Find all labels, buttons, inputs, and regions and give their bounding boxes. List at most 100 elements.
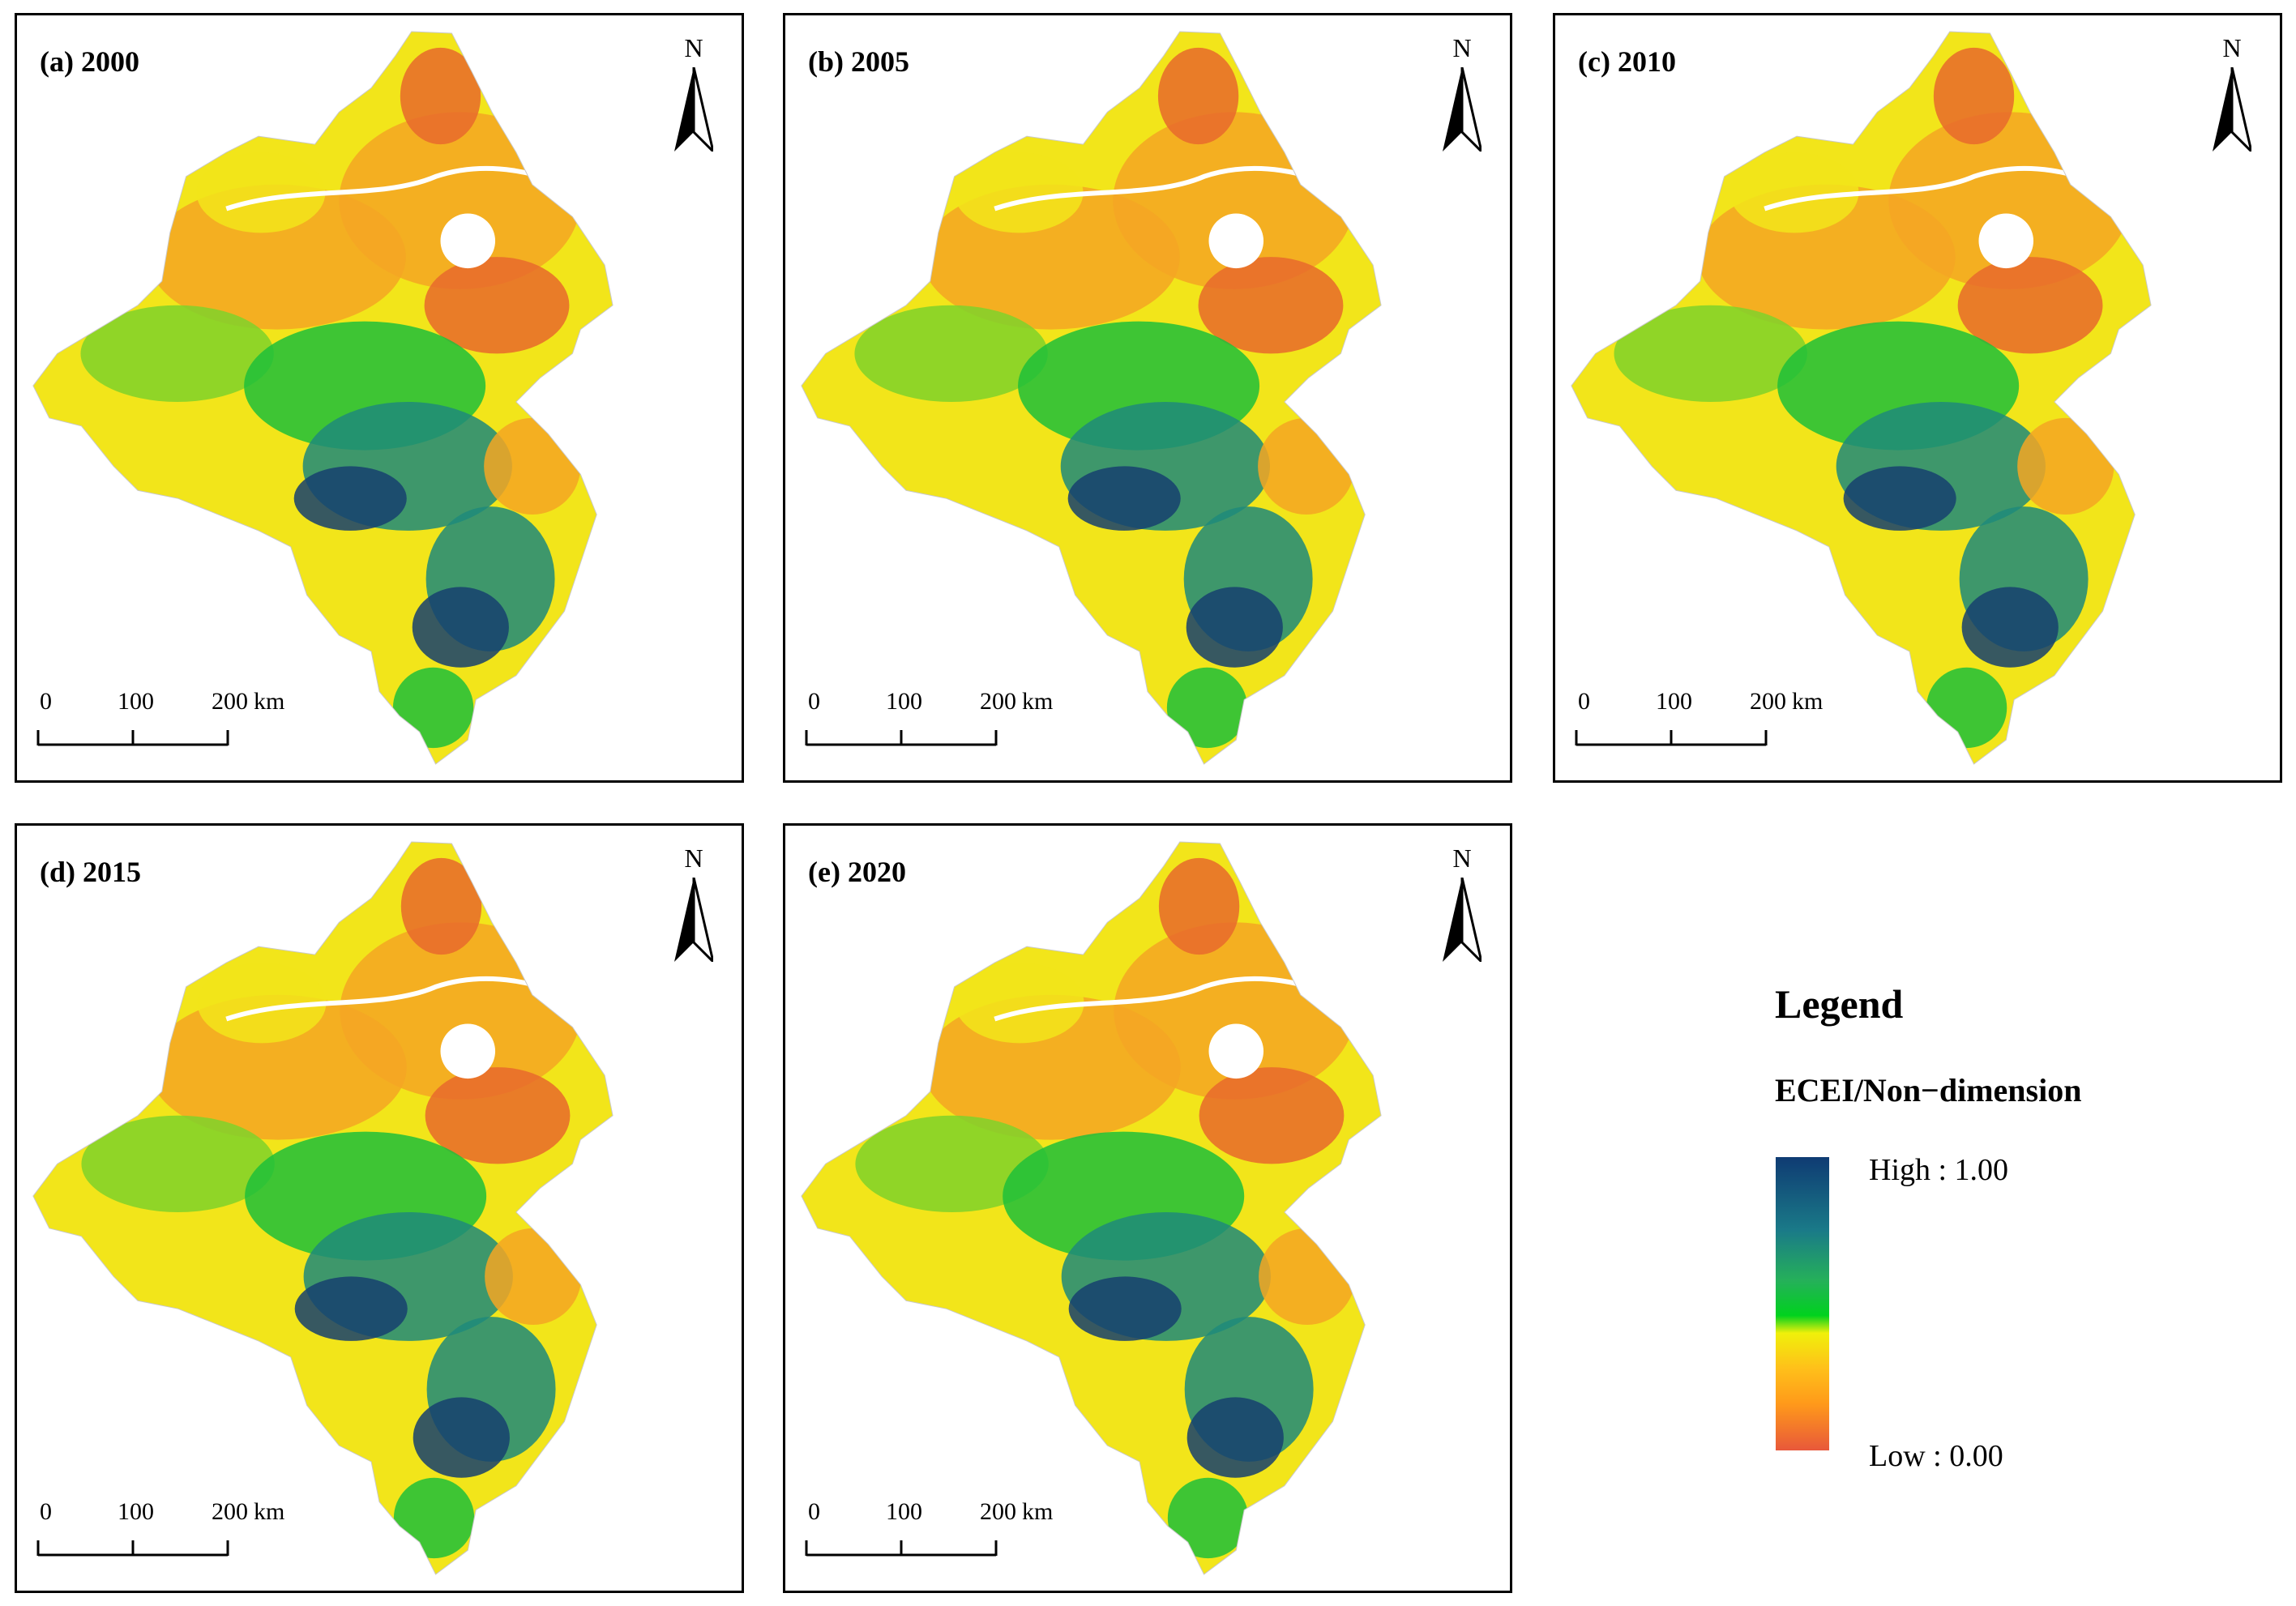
region-outline <box>32 841 614 1575</box>
ecei-zone <box>400 857 482 955</box>
scale-tick-100: 100 <box>1656 688 1692 715</box>
lake <box>440 213 496 269</box>
map-panel-2005: (b) 2005 N 0 100 200 km <box>783 13 1512 783</box>
legend-color-ramp <box>1776 1157 1829 1450</box>
north-arrow: N <box>669 33 718 155</box>
ecei-zone <box>1158 857 1240 955</box>
ecei-zone <box>1186 1397 1284 1478</box>
scale-bar-line <box>36 730 229 746</box>
ecei-zone <box>1926 667 2007 749</box>
north-arrow: N <box>669 844 718 965</box>
river <box>225 165 598 211</box>
scale-bar-line <box>36 1540 229 1557</box>
ecei-zone <box>954 152 1084 233</box>
north-letter: N <box>684 844 703 873</box>
map-raster <box>32 32 614 764</box>
scale-unit: km <box>1022 1498 1054 1525</box>
ecei-zone <box>293 466 407 531</box>
ecei-zone <box>1258 417 1355 515</box>
scale-tick-100: 100 <box>886 1498 922 1525</box>
river <box>994 976 1366 1022</box>
map-panel-2015: (d) 2015 N 0 100 200 km <box>15 823 744 1593</box>
ecei-zone <box>1186 587 1283 668</box>
ecei-zone <box>1961 587 2059 668</box>
north-arrow: N <box>1438 33 1486 155</box>
ecei-zone <box>1166 667 1248 749</box>
scale-bar: 0 100 200 km <box>36 1498 312 1579</box>
scale-unit: km <box>254 1498 285 1525</box>
ecei-zone <box>1198 257 1344 354</box>
map-raster <box>801 32 1382 764</box>
scale-unit: km <box>254 688 285 715</box>
scale-unit: km <box>1792 688 1824 715</box>
panel-label: (a) 2000 <box>40 45 139 78</box>
ecei-map <box>801 841 1382 1575</box>
ecei-zone <box>1729 152 1859 233</box>
scale-tick-0: 0 <box>40 688 52 715</box>
north-arrow-icon <box>674 67 713 152</box>
panel-label: (d) 2015 <box>40 856 141 888</box>
panel-label: (c) 2010 <box>1578 45 1676 78</box>
ecei-zone <box>294 1276 408 1341</box>
river <box>1764 165 2136 211</box>
scale-tick-200: 200 <box>212 1498 248 1525</box>
lake <box>1978 213 2034 269</box>
map-raster <box>32 842 614 1574</box>
panel-label: (b) 2005 <box>808 45 909 78</box>
ecei-zone <box>196 152 326 233</box>
scale-bar: 0 100 200 km <box>36 688 312 769</box>
north-letter: N <box>684 33 703 62</box>
ecei-zone <box>1614 305 1807 402</box>
legend-title: Legend <box>1775 981 1904 1027</box>
scale-tick-0: 0 <box>1578 688 1590 715</box>
ecei-map <box>801 31 1382 765</box>
north-letter: N <box>1452 844 1472 873</box>
ecei-zone <box>425 1067 571 1164</box>
river <box>225 976 598 1022</box>
ecei-zone <box>485 1228 582 1326</box>
north-arrow-icon <box>1443 878 1481 962</box>
ecei-zone <box>148 184 406 330</box>
ecei-zone <box>392 667 474 749</box>
ecei-zone <box>1957 257 2103 354</box>
lake <box>1208 213 1264 269</box>
ecei-zone <box>148 994 407 1140</box>
ecei-zone <box>1167 1477 1249 1559</box>
scale-tick-200: 200 <box>1750 688 1786 715</box>
ecei-map <box>1571 31 2152 765</box>
region-outline <box>32 31 614 765</box>
ecei-zone <box>412 587 509 668</box>
scale-tick-200: 200 <box>980 688 1016 715</box>
scale-bar: 0 100 200 km <box>1575 688 1850 769</box>
scale-bar-line <box>1575 730 1768 746</box>
ecei-zone <box>197 963 327 1044</box>
lake <box>440 1023 496 1079</box>
ecei-zone <box>855 1115 1049 1212</box>
north-arrow-icon <box>2213 67 2251 152</box>
north-arrow-icon <box>1443 67 1481 152</box>
ecei-zone <box>400 47 481 145</box>
scale-tick-0: 0 <box>40 1498 52 1525</box>
ecei-map <box>32 31 614 765</box>
scale-tick-200: 200 <box>980 1498 1016 1525</box>
legend: Legend ECEI/Non−dimension High : 1.00 Lo… <box>1775 980 2261 1515</box>
scale-tick-0: 0 <box>808 688 820 715</box>
ecei-zone <box>413 1397 510 1478</box>
ecei-zone <box>484 417 581 515</box>
map-panel-2000: (a) 2000 N 0 100 200 km <box>15 13 744 783</box>
ecei-zone <box>1157 47 1239 145</box>
legend-subtitle: ECEI/Non−dimension <box>1775 1072 2082 1108</box>
map-raster <box>801 842 1382 1574</box>
ecei-zone <box>1067 466 1181 531</box>
ecei-zone <box>81 1115 275 1212</box>
north-letter: N <box>1452 33 1472 62</box>
north-arrow-icon <box>674 878 713 962</box>
region-outline <box>801 31 1382 765</box>
map-raster <box>1571 32 2152 764</box>
ecei-zone <box>393 1477 475 1559</box>
ecei-zone <box>1843 466 1956 531</box>
scale-bar-line <box>805 730 998 746</box>
region-outline <box>1571 31 2152 765</box>
scale-unit: km <box>1022 688 1054 715</box>
north-arrow: N <box>2208 33 2256 155</box>
